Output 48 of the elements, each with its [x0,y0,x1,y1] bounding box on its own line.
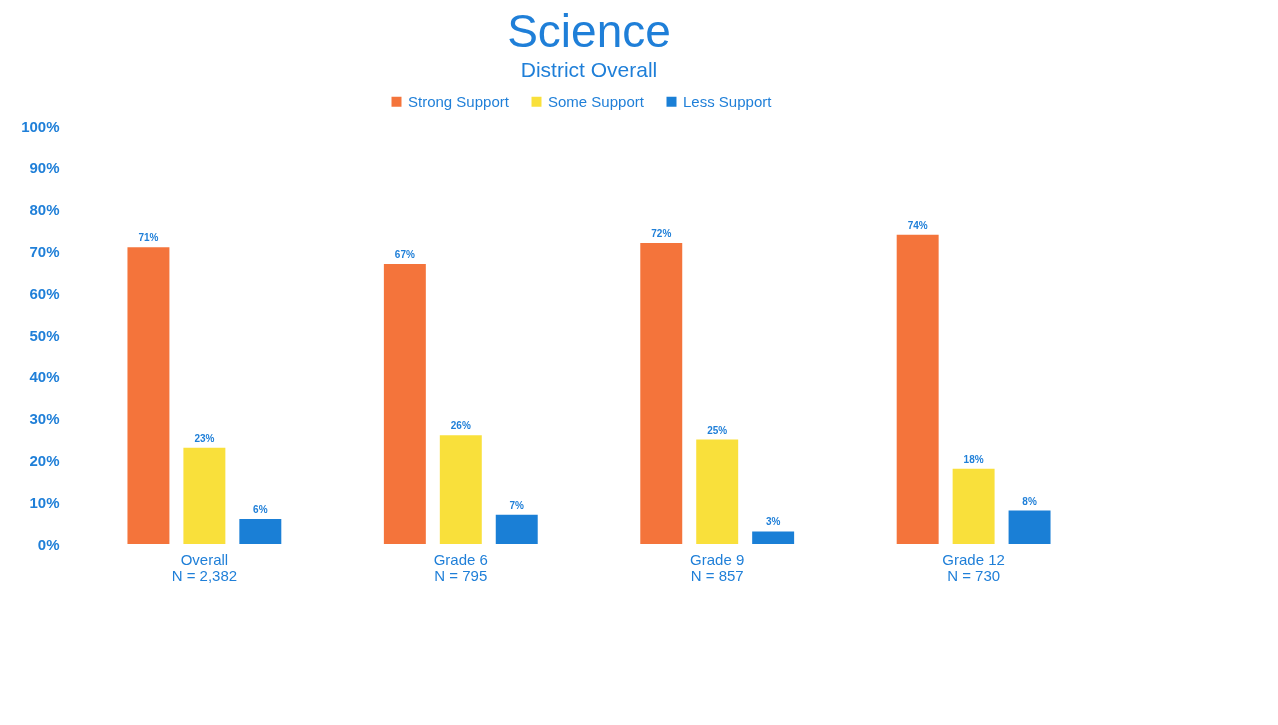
x-tick-label: Grade 9 [690,550,745,568]
data-label: 18% [963,453,984,465]
legend-label: Some Support [548,92,645,110]
bar [495,514,538,544]
text: N = 2,382 [171,566,238,584]
text: N = 730 [947,566,1001,584]
bar [896,234,939,544]
chart-title: Science [507,5,671,57]
y-tick-label: 30% [29,410,60,428]
data-label: 72% [651,228,672,240]
legend-label: Strong Support [408,92,510,110]
text: N = 795 [434,566,488,584]
bar [640,243,683,544]
data-label: 25% [707,424,728,436]
y-tick-label: 50% [29,326,60,344]
chart-subtitle: District Overall [520,58,658,81]
y-tick-label: 40% [29,368,60,386]
bar [183,447,226,544]
y-tick-label: 80% [29,201,60,219]
legend-label: Less Support [683,92,773,110]
data-label: 7% [509,499,525,511]
y-tick-label: 60% [29,284,60,302]
bar [752,531,795,544]
y-tick-label: 70% [29,242,60,260]
y-tick-label: 0% [37,535,60,553]
data-label: 8% [1022,495,1037,507]
x-tick-label: Overall [180,550,229,568]
bar [952,468,995,544]
bar [439,435,482,544]
y-tick-label: 20% [29,451,60,469]
data-label: 71% [138,232,159,244]
text: N = 857 [690,566,744,584]
bar [696,439,739,544]
y-tick-label: 100% [21,117,60,135]
data-label: 23% [194,432,215,444]
bar [127,247,170,544]
bar [239,518,282,544]
data-label: 67% [394,248,415,260]
data-label: 26% [450,420,471,432]
bar [1008,510,1051,544]
y-tick-label: 90% [29,159,60,177]
data-label: 3% [765,516,781,528]
data-label: 6% [253,503,268,515]
x-tick-label: Grade 12 [942,550,1005,568]
data-label: 74% [907,219,928,231]
y-tick-label: 10% [29,493,60,511]
bar [383,263,426,544]
x-tick-label: Grade 6 [433,550,488,568]
